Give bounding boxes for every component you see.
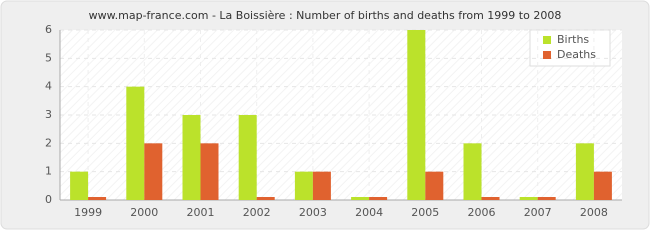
x-tick-label: 2000 xyxy=(130,206,158,219)
bar xyxy=(88,197,107,200)
x-tick-label: 2004 xyxy=(355,206,383,219)
x-tick-label: 2003 xyxy=(299,206,327,219)
bar xyxy=(294,171,313,200)
x-tick-label: 2007 xyxy=(524,206,552,219)
y-tick-label: 4 xyxy=(45,80,52,93)
bar xyxy=(407,30,426,200)
bar xyxy=(575,143,594,200)
legend-swatch xyxy=(543,36,551,44)
bar xyxy=(238,115,257,200)
bar xyxy=(481,197,500,200)
bar xyxy=(425,171,444,200)
bar xyxy=(537,197,556,200)
y-tick-label: 2 xyxy=(45,136,52,149)
bar xyxy=(144,143,163,200)
x-tick-label: 1999 xyxy=(74,206,102,219)
bar xyxy=(70,171,89,200)
bar xyxy=(463,143,482,200)
bar xyxy=(369,197,388,200)
x-tick-label: 2006 xyxy=(468,206,496,219)
y-tick-label: 3 xyxy=(45,108,52,121)
x-tick-label: 2005 xyxy=(411,206,439,219)
legend-label: Deaths xyxy=(557,48,596,61)
bar xyxy=(256,197,275,200)
x-tick-label: 2008 xyxy=(580,206,608,219)
legend-swatch xyxy=(543,51,551,59)
bar xyxy=(126,86,145,200)
y-tick-label: 6 xyxy=(45,23,52,36)
y-tick-label: 0 xyxy=(45,193,52,206)
bar xyxy=(200,143,219,200)
x-tick-label: 2001 xyxy=(187,206,215,219)
bar xyxy=(593,171,612,200)
y-tick-label: 1 xyxy=(45,165,52,178)
y-tick-label: 5 xyxy=(45,51,52,64)
chart-title: www.map-france.com - La Boissière : Numb… xyxy=(89,9,562,22)
bar xyxy=(182,115,201,200)
bar xyxy=(312,171,331,200)
bar xyxy=(519,197,538,200)
x-tick-label: 2002 xyxy=(243,206,271,219)
chart: www.map-france.com - La Boissière : Numb… xyxy=(0,0,650,230)
bar xyxy=(351,197,370,200)
legend-label: Births xyxy=(557,33,589,46)
